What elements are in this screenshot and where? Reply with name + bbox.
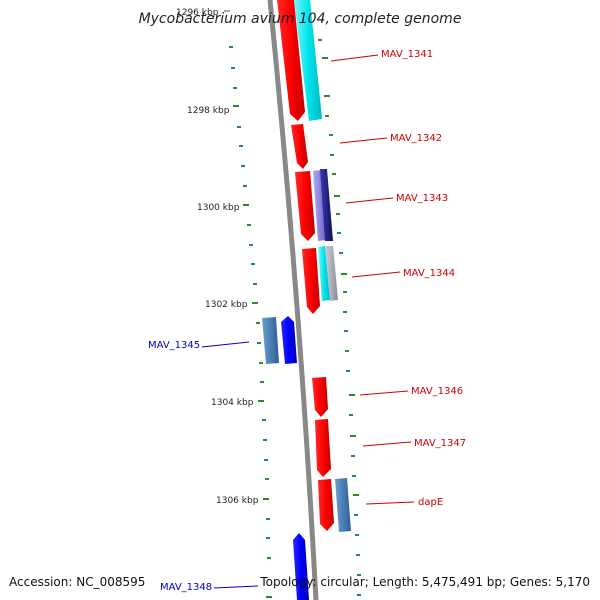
gene-label[interactable]: MAV_1348 [160,582,212,593]
gc-content-track [318,39,361,596]
gene-label[interactable]: MAV_1341 [381,49,433,60]
leader-line [339,137,388,144]
accession-text: Accession: NC_008595 [9,575,145,589]
feature-lavender-block [313,170,326,241]
map-title: Mycobacterium avium 104, complete genome [139,11,462,27]
gene-mav-1343[interactable] [295,171,315,241]
tick-label: 1300 kbp [197,203,240,213]
leader-line [351,271,401,278]
tick-label: 1304 kbp [211,398,254,408]
gene-label[interactable]: MAV_1343 [396,193,448,204]
label-leaders [201,54,415,589]
gene-label[interactable]: MAV_1346 [411,386,463,397]
gene-label[interactable]: MAV_1347 [414,438,466,449]
gene-label[interactable]: MAV_1345 [148,340,200,351]
leader-line [330,54,379,62]
tick-label: 1296 kbp [176,8,219,18]
leader-line [345,197,394,204]
gene-mav-1345[interactable] [281,316,297,364]
leader-line [213,585,259,589]
tick-label: 1298 kbp [187,106,230,116]
feature-grey-block [325,246,338,301]
feature-steelblue-block [335,478,351,532]
topology-text: Topology: circular; Length: 5,475,491 bp… [259,575,590,589]
gene-dape[interactable] [318,479,334,531]
leader-line [201,341,250,348]
coordinate-ticks: 1296 kbp 1298 kbp 1300 kbp 1302 kbp 1304… [176,8,259,506]
gene-mav-1347[interactable] [315,419,331,477]
gene-label[interactable]: MAV_1344 [403,268,455,279]
gene-mav-1341[interactable] [277,0,305,121]
tick-label: 1306 kbp [216,496,259,506]
gene-mav-1344[interactable] [302,248,320,314]
reverse-strand-genes [262,316,309,600]
leader-line [362,441,412,447]
gene-labels: MAV_1341 MAV_1342 MAV_1343 MAV_1344 MAV_… [148,49,466,593]
feature-mav-1345-steelblue [262,317,279,364]
feature-blocks [294,0,351,532]
gene-mav-1342[interactable] [291,124,308,169]
leader-line [365,501,415,505]
gene-label[interactable]: dapE [418,497,443,508]
feature-cyan-block [294,0,322,121]
tick-label: 1302 kbp [205,300,248,310]
feature-navy-block [320,169,333,241]
gene-label[interactable]: MAV_1342 [390,133,442,144]
forward-strand-genes [277,0,334,531]
genome-backbone [267,0,319,600]
gene-mav-1346[interactable] [312,377,328,417]
gc-skew-track [229,46,272,598]
leader-line [359,390,409,396]
gene-mav-1348[interactable] [293,533,309,600]
feature-cyan-small-block [318,246,330,301]
